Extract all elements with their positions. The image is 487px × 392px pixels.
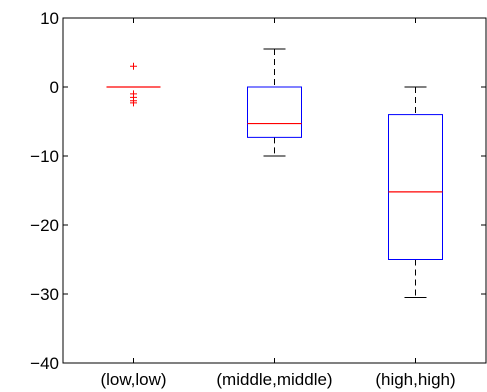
x-category-label: (low,low) xyxy=(100,370,166,389)
y-tick-label: −10 xyxy=(30,147,59,166)
box-1 xyxy=(247,48,302,157)
y-tick-label: −30 xyxy=(30,285,59,304)
plot-area: 10 0 −10 −20 −30 −40 (low,low) (middle,middle) (… xyxy=(30,9,487,389)
y-tick-label: 10 xyxy=(40,9,59,28)
y-tick-label: −20 xyxy=(30,216,59,235)
box-0 xyxy=(106,62,161,107)
box-iqr xyxy=(247,86,302,138)
box-2 xyxy=(388,86,443,298)
outlier-marker xyxy=(130,62,137,70)
y-tick-label: −40 xyxy=(30,354,59,373)
box-iqr xyxy=(388,114,443,260)
x-category-label: (high,high) xyxy=(375,370,455,389)
x-category-label: (middle,middle) xyxy=(216,370,332,389)
y-tick-label: 0 xyxy=(50,78,59,97)
outlier-marker xyxy=(130,99,137,107)
